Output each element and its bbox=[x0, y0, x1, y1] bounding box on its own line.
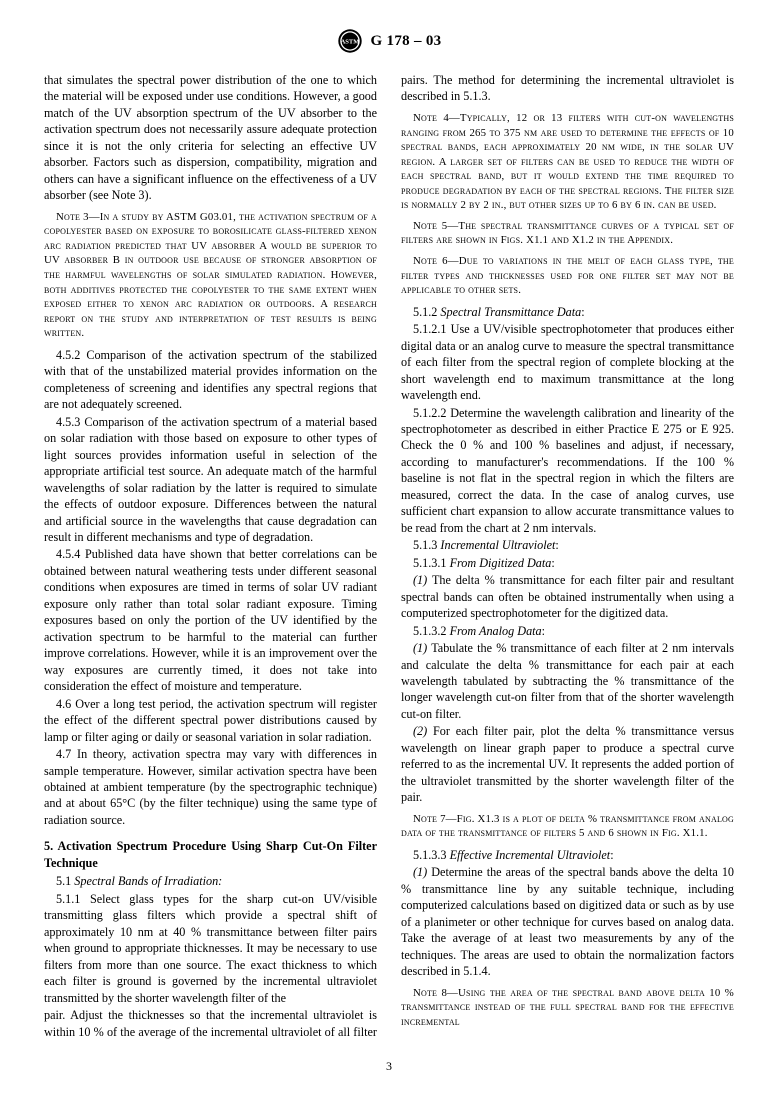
para-4-7: 4.7 In theory, activation spectra may va… bbox=[44, 746, 377, 828]
para-5-1-3-2-1-text: Tabulate the % transmittance of each fil… bbox=[401, 641, 734, 721]
note-6-text: Note 6—Due to variations in the melt of … bbox=[401, 255, 734, 296]
para-5-1-2-2: 5.1.2.2 Determine the wavelength calibra… bbox=[401, 405, 734, 537]
subhead-5-1-2: 5.1.2 Spectral Transmittance Data: bbox=[401, 304, 734, 320]
note-5: Note 5—The spectral transmittance curves… bbox=[401, 219, 734, 248]
note-8: Note 8—Using the area of the spectral ba… bbox=[401, 986, 734, 1030]
note-4: Note 4—Typically, 12 or 13 filters with … bbox=[401, 111, 734, 213]
note-7-text: Note 7—Fig. X1.3 is a plot of delta % tr… bbox=[401, 813, 734, 840]
list-1b: (1) bbox=[413, 641, 427, 655]
para-4-5-4: 4.5.4 Published data have shown that bet… bbox=[44, 546, 377, 694]
para-5-1-2-1: 5.1.2.1 Use a UV/visible spectrophotomet… bbox=[401, 321, 734, 403]
para-cont: that simulates the spectral power distri… bbox=[44, 72, 377, 204]
para-5-1-3-2-1: (1) Tabulate the % transmittance of each… bbox=[401, 640, 734, 722]
note-7: Note 7—Fig. X1.3 is a plot of delta % tr… bbox=[401, 812, 734, 841]
svg-text:ASTM: ASTM bbox=[340, 39, 359, 46]
subhead-5-1-num: 5.1 bbox=[56, 874, 74, 888]
subhead-5-1-3-title: Incremental Ultraviolet bbox=[440, 538, 555, 552]
para-5-1-3-3-1: (1) Determine the areas of the spectral … bbox=[401, 864, 734, 979]
astm-logo-icon: ASTM bbox=[337, 28, 363, 54]
subhead-5-1-2-title: Spectral Transmittance Data bbox=[440, 305, 581, 319]
body-columns: that simulates the spectral power distri… bbox=[44, 72, 734, 1040]
note-5-text: Note 5—The spectral transmittance curves… bbox=[401, 220, 734, 247]
heading-5: 5. Activation Spectrum Procedure Using S… bbox=[44, 838, 377, 871]
subhead-5-1-3-2: 5.1.3.2 From Analog Data: bbox=[401, 623, 734, 639]
subhead-5-1-3-3-title: Effective Incremental Ultraviolet bbox=[450, 848, 611, 862]
subhead-5-1-title: Spectral Bands of Irradiation bbox=[74, 874, 218, 888]
note-4-text: Note 4—Typically, 12 or 13 filters with … bbox=[401, 112, 734, 211]
para-4-5-3: 4.5.3 Comparison of the activation spect… bbox=[44, 414, 377, 546]
subhead-5-1-3-3-num: 5.1.3.3 bbox=[413, 848, 450, 862]
page-number: 3 bbox=[44, 1058, 734, 1074]
para-5-1-3-3-1-text: Determine the areas of the spectral band… bbox=[401, 865, 734, 978]
para-5-1-1: 5.1.1 Select glass types for the sharp c… bbox=[44, 891, 377, 1006]
para-5-1-3-2-2-text: For each filter pair, plot the delta % t… bbox=[401, 724, 734, 804]
note-6: Note 6—Due to variations in the melt of … bbox=[401, 254, 734, 298]
para-4-6: 4.6 Over a long test period, the activat… bbox=[44, 696, 377, 745]
subhead-5-1-3-1: 5.1.3.1 From Digitized Data: bbox=[401, 555, 734, 571]
list-1: (1) bbox=[413, 573, 427, 587]
subhead-5-1-3-num: 5.1.3 bbox=[413, 538, 440, 552]
subhead-5-1-3-2-num: 5.1.3.2 bbox=[413, 624, 450, 638]
page: ASTM G 178 – 03 that simulates the spect… bbox=[0, 0, 778, 1102]
list-2: (2) bbox=[413, 724, 427, 738]
list-1c: (1) bbox=[413, 865, 427, 879]
note-3-text: Note 3—In a study by ASTM G03.01, the ac… bbox=[44, 211, 377, 340]
subhead-5-1-3-1-title: From Digitized Data bbox=[450, 556, 552, 570]
para-4-5-2: 4.5.2 Comparison of the activation spect… bbox=[44, 347, 377, 413]
subhead-5-1-3-2-title: From Analog Data bbox=[450, 624, 542, 638]
subhead-5-1: 5.1 Spectral Bands of Irradiation: bbox=[44, 873, 377, 889]
page-header: ASTM G 178 – 03 bbox=[44, 28, 734, 54]
subhead-5-1-3-3: 5.1.3.3 Effective Incremental Ultraviole… bbox=[401, 847, 734, 863]
subhead-5-1-3-1-num: 5.1.3.1 bbox=[413, 556, 450, 570]
subhead-5-1-2-num: 5.1.2 bbox=[413, 305, 440, 319]
para-5-1-3-2-2: (2) For each filter pair, plot the delta… bbox=[401, 723, 734, 805]
note-8-text: Note 8—Using the area of the spectral ba… bbox=[401, 987, 734, 1028]
subhead-5-1-3: 5.1.3 Incremental Ultraviolet: bbox=[401, 537, 734, 553]
note-3: Note 3—In a study by ASTM G03.01, the ac… bbox=[44, 210, 377, 341]
doc-id: G 178 – 03 bbox=[371, 31, 442, 51]
para-5-1-3-1-1-text: The delta % transmittance for each filte… bbox=[401, 573, 734, 620]
para-5-1-3-1-1: (1) The delta % transmittance for each f… bbox=[401, 572, 734, 621]
